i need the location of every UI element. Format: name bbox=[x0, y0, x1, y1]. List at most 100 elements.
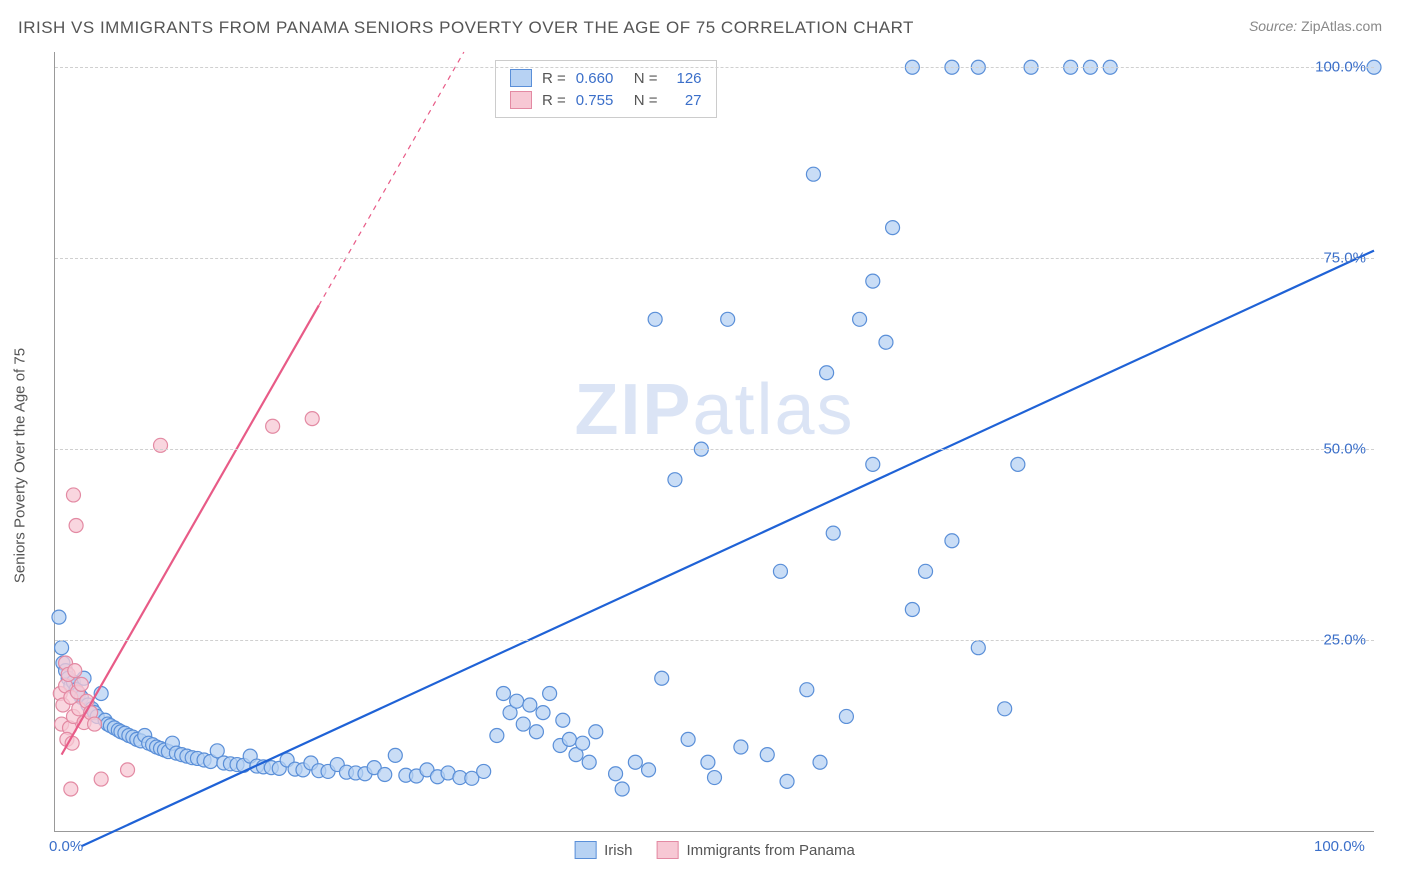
data-point bbox=[88, 717, 102, 731]
stat-r-value: 0.660 bbox=[576, 70, 624, 87]
data-point bbox=[305, 412, 319, 426]
data-point bbox=[609, 767, 623, 781]
legend-swatch bbox=[510, 91, 532, 109]
data-point bbox=[490, 729, 504, 743]
chart-title: IRISH VS IMMIGRANTS FROM PANAMA SENIORS … bbox=[18, 18, 914, 38]
data-point bbox=[734, 740, 748, 754]
y-axis-label: Seniors Poverty Over the Age of 75 bbox=[12, 348, 29, 583]
data-point bbox=[576, 736, 590, 750]
stat-r-value: 0.755 bbox=[576, 92, 624, 109]
stat-r-label: R = bbox=[542, 70, 566, 87]
data-point bbox=[589, 725, 603, 739]
data-point bbox=[721, 312, 735, 326]
data-point bbox=[529, 725, 543, 739]
legend-stat-row: R = 0.755 N = 27 bbox=[510, 89, 702, 111]
data-point bbox=[388, 748, 402, 762]
data-point bbox=[879, 335, 893, 349]
data-point bbox=[681, 732, 695, 746]
data-point bbox=[628, 755, 642, 769]
gridline bbox=[55, 449, 1374, 450]
legend-swatch bbox=[656, 841, 678, 859]
legend-stat-row: R = 0.660 N = 126 bbox=[510, 67, 702, 89]
data-point bbox=[536, 706, 550, 720]
data-point bbox=[806, 167, 820, 181]
data-point bbox=[866, 457, 880, 471]
data-point bbox=[668, 473, 682, 487]
data-point bbox=[66, 488, 80, 502]
data-point bbox=[708, 771, 722, 785]
data-point bbox=[820, 366, 834, 380]
data-point bbox=[780, 774, 794, 788]
data-point bbox=[642, 763, 656, 777]
data-point bbox=[905, 603, 919, 617]
legend-label: Immigrants from Panama bbox=[686, 842, 854, 859]
data-point bbox=[52, 610, 66, 624]
data-point bbox=[477, 764, 491, 778]
data-point bbox=[1011, 457, 1025, 471]
scatter-svg bbox=[55, 52, 1374, 831]
legend-item: Irish bbox=[574, 841, 632, 859]
data-point bbox=[800, 683, 814, 697]
data-point bbox=[510, 694, 524, 708]
legend-item: Immigrants from Panama bbox=[656, 841, 854, 859]
data-point bbox=[648, 312, 662, 326]
data-point bbox=[74, 677, 88, 691]
data-point bbox=[866, 274, 880, 288]
x-tick-label: 100.0% bbox=[1314, 838, 1365, 855]
data-point bbox=[55, 641, 69, 655]
data-point bbox=[998, 702, 1012, 716]
series-legend: Irish Immigrants from Panama bbox=[574, 841, 855, 859]
data-point bbox=[919, 564, 933, 578]
data-point bbox=[582, 755, 596, 769]
data-point bbox=[68, 664, 82, 678]
data-point bbox=[839, 709, 853, 723]
legend-label: Irish bbox=[604, 842, 632, 859]
gridline bbox=[55, 67, 1374, 68]
source-credit: Source: ZipAtlas.com bbox=[1249, 18, 1382, 34]
data-point bbox=[378, 767, 392, 781]
data-point bbox=[69, 519, 83, 533]
plot-area: ZIPatlas R = 0.660N = 126R = 0.755N = 27… bbox=[54, 52, 1374, 832]
regression-line-dashed bbox=[319, 52, 464, 305]
data-point bbox=[94, 772, 108, 786]
data-point bbox=[562, 732, 576, 746]
data-point bbox=[826, 526, 840, 540]
y-tick-label: 75.0% bbox=[1323, 250, 1366, 267]
data-point bbox=[773, 564, 787, 578]
legend-swatch bbox=[574, 841, 596, 859]
chart-container: Seniors Poverty Over the Age of 75 ZIPat… bbox=[48, 52, 1386, 862]
correlation-legend: R = 0.660 N = 126 R = 0.755 N = 27 bbox=[495, 60, 717, 118]
stat-r-label: R = bbox=[542, 92, 566, 109]
data-point bbox=[64, 782, 78, 796]
data-point bbox=[615, 782, 629, 796]
stat-n-label: N = bbox=[634, 92, 658, 109]
gridline bbox=[55, 640, 1374, 641]
regression-line bbox=[62, 305, 319, 754]
data-point bbox=[121, 763, 135, 777]
data-point bbox=[556, 713, 570, 727]
gridline bbox=[55, 258, 1374, 259]
data-point bbox=[971, 641, 985, 655]
x-tick-label: 0.0% bbox=[49, 838, 83, 855]
regression-line bbox=[81, 251, 1374, 847]
data-point bbox=[760, 748, 774, 762]
data-point bbox=[886, 221, 900, 235]
data-point bbox=[655, 671, 669, 685]
data-point bbox=[523, 698, 537, 712]
data-point bbox=[701, 755, 715, 769]
stat-n-value: 126 bbox=[668, 70, 702, 87]
y-tick-label: 100.0% bbox=[1315, 59, 1366, 76]
data-point bbox=[813, 755, 827, 769]
legend-swatch bbox=[510, 69, 532, 87]
data-point bbox=[154, 438, 168, 452]
data-point bbox=[945, 534, 959, 548]
y-tick-label: 25.0% bbox=[1323, 632, 1366, 649]
data-point bbox=[496, 687, 510, 701]
data-point bbox=[543, 687, 557, 701]
data-point bbox=[516, 717, 530, 731]
data-point bbox=[853, 312, 867, 326]
stat-n-label: N = bbox=[634, 70, 658, 87]
stat-n-value: 27 bbox=[668, 92, 702, 109]
y-tick-label: 50.0% bbox=[1323, 441, 1366, 458]
data-point bbox=[266, 419, 280, 433]
